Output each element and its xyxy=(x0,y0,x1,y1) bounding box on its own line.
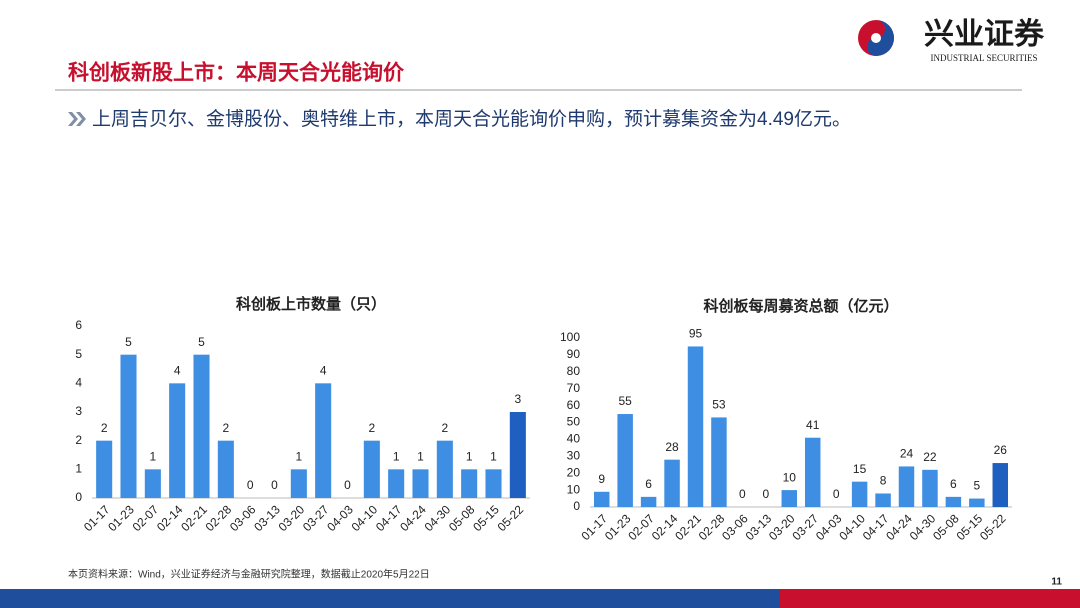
y-tick-label: 6 xyxy=(75,318,82,332)
bar xyxy=(617,414,633,507)
value-label: 15 xyxy=(853,462,867,476)
bar xyxy=(461,469,478,498)
value-label: 28 xyxy=(665,440,679,454)
value-label: 1 xyxy=(466,450,473,464)
y-tick-label: 0 xyxy=(573,499,580,513)
value-label: 0 xyxy=(833,487,840,501)
y-tick-label: 70 xyxy=(567,381,581,395)
value-label: 6 xyxy=(645,477,652,491)
value-label: 22 xyxy=(923,450,937,464)
value-label: 2 xyxy=(222,421,229,435)
value-label: 1 xyxy=(295,450,302,464)
value-label: 5 xyxy=(973,479,980,493)
bar xyxy=(412,469,429,498)
bar xyxy=(711,417,727,507)
bar xyxy=(217,440,234,498)
bar xyxy=(388,469,405,498)
value-label: 10 xyxy=(783,470,797,484)
y-tick-label: 90 xyxy=(567,347,581,361)
bar xyxy=(509,412,526,498)
bar xyxy=(169,383,186,498)
bar xyxy=(875,493,891,507)
logo: 兴业证券 INDUSTRIAL SECURITIES xyxy=(858,18,1045,63)
value-label: 4 xyxy=(320,364,327,378)
value-label: 2 xyxy=(368,421,375,435)
y-tick-label: 100 xyxy=(560,330,580,344)
bar xyxy=(781,490,798,507)
chart-title: 科创板每周募资总额（亿元） xyxy=(703,297,898,315)
bar xyxy=(851,481,868,507)
footer-band xyxy=(0,589,780,608)
bar xyxy=(290,469,307,498)
bar xyxy=(687,346,704,507)
bar xyxy=(992,463,1009,507)
y-tick-label: 10 xyxy=(567,482,581,496)
bar xyxy=(363,440,380,498)
bar xyxy=(120,354,137,498)
bar xyxy=(436,440,453,498)
bar xyxy=(922,469,938,507)
logo-subname: INDUSTRIAL SECURITIES xyxy=(931,53,1038,63)
value-label: 2 xyxy=(101,421,108,435)
bar xyxy=(804,437,821,507)
y-tick-label: 1 xyxy=(75,462,82,476)
y-tick-label: 2 xyxy=(75,433,82,447)
y-tick-label: 4 xyxy=(75,376,82,390)
bar xyxy=(144,469,161,498)
value-label: 1 xyxy=(149,450,156,464)
logo-dot xyxy=(871,33,881,43)
bar xyxy=(640,496,657,507)
value-label: 0 xyxy=(762,487,769,501)
y-tick-label: 0 xyxy=(75,490,82,504)
y-tick-label: 5 xyxy=(75,347,82,361)
value-label: 55 xyxy=(618,394,632,408)
value-label: 95 xyxy=(689,327,703,341)
value-label: 3 xyxy=(514,392,521,406)
bar xyxy=(193,354,210,498)
value-label: 2 xyxy=(441,421,448,435)
bar xyxy=(593,491,610,507)
value-label: 0 xyxy=(344,478,351,492)
value-label: 8 xyxy=(880,474,887,488)
value-label: 5 xyxy=(125,335,132,349)
y-tick-label: 50 xyxy=(567,415,581,429)
bar xyxy=(485,469,502,498)
chart-title: 科创板上市数量（只） xyxy=(236,295,386,313)
bar xyxy=(969,498,985,507)
bar xyxy=(315,383,332,498)
y-tick-label: 3 xyxy=(75,404,82,418)
page-number: 11 xyxy=(1051,577,1062,588)
value-label: 4 xyxy=(174,364,181,378)
value-label: 0 xyxy=(247,478,254,492)
source-note: 本页资料来源：Wind，兴业证券经济与金融研究院整理，数据截止2020年5月22… xyxy=(68,568,430,581)
y-tick-label: 40 xyxy=(567,432,581,446)
y-tick-label: 60 xyxy=(567,398,581,412)
slide-title: 科创板新股上市：本周天合光能询价 xyxy=(68,61,405,85)
footer-band-accent xyxy=(780,589,1080,608)
bullet-marker xyxy=(68,112,86,126)
value-label: 41 xyxy=(806,418,820,432)
value-label: 5 xyxy=(198,335,205,349)
value-label: 1 xyxy=(393,450,400,464)
value-label: 0 xyxy=(739,487,746,501)
value-label: 53 xyxy=(712,398,726,412)
value-label: 1 xyxy=(417,450,424,464)
bar xyxy=(96,440,113,498)
value-label: 26 xyxy=(994,443,1008,457)
value-label: 0 xyxy=(271,478,278,492)
y-tick-label: 20 xyxy=(567,465,581,479)
value-label: 24 xyxy=(900,447,914,461)
bar xyxy=(664,459,680,507)
value-label: 1 xyxy=(490,450,497,464)
bar xyxy=(945,496,962,507)
value-label: 9 xyxy=(598,472,605,486)
value-label: 6 xyxy=(950,477,957,491)
bar xyxy=(898,466,915,507)
logo-name: 兴业证券 xyxy=(924,18,1045,51)
y-tick-label: 30 xyxy=(567,448,581,462)
bullet-text: 上周吉贝尔、金博股份、奥特维上市，本周天合光能询价申购，预计募集资金为4.49亿… xyxy=(92,108,851,130)
y-tick-label: 80 xyxy=(567,364,581,378)
